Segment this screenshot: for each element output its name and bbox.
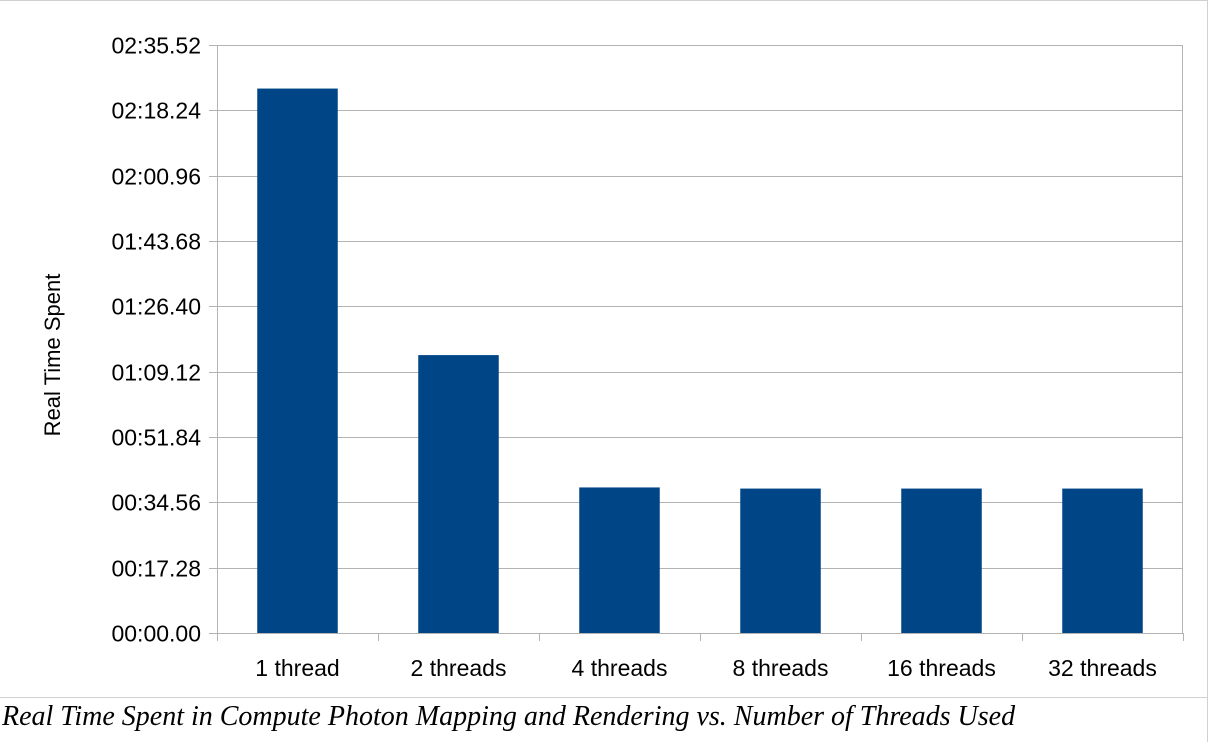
y-tick-label: 02:18.24 [111, 98, 201, 124]
bar-4 [740, 488, 821, 633]
y-tick-label: 00:34.56 [111, 490, 201, 516]
x-tick-label: 2 threads [411, 655, 507, 681]
y-axis-title: Real Time Spent [40, 274, 65, 437]
figure-caption: Real Time Spent in Compute Photon Mappin… [2, 701, 1016, 732]
bars-group [257, 88, 1143, 634]
axes-group [217, 45, 1184, 641]
x-tick-label: 4 threads [572, 655, 668, 681]
y-tick-label: 02:35.52 [111, 33, 201, 59]
y-tick-label: 01:43.68 [111, 229, 201, 255]
bar-1 [257, 88, 338, 634]
bar-2 [418, 355, 499, 633]
x-tick-label: 16 threads [887, 655, 996, 681]
y-tick-label: 00:17.28 [111, 556, 201, 582]
x-tick-label: 8 threads [733, 655, 829, 681]
bar-3 [579, 487, 660, 633]
y-tick-label: 01:26.40 [111, 294, 201, 320]
y-tick-label: 02:00.96 [111, 164, 201, 190]
y-tick-label: 00:00.00 [111, 621, 201, 647]
y-tick-label: 01:09.12 [111, 360, 201, 386]
x-tick-labels: 1 thread 2 threads 4 threads 8 threads 16 th… [255, 655, 1157, 681]
x-tick-label: 32 threads [1048, 655, 1157, 681]
y-tick-labels: 00:00.00 00:17.28 00:34.56 00:51.84 01:09.12… [111, 33, 201, 647]
bar-5 [901, 488, 982, 633]
grid-lines [209, 45, 1183, 634]
y-tick-label: 00:51.84 [111, 425, 201, 451]
x-tick-label: 1 thread [255, 655, 339, 681]
bar-6 [1062, 488, 1143, 633]
